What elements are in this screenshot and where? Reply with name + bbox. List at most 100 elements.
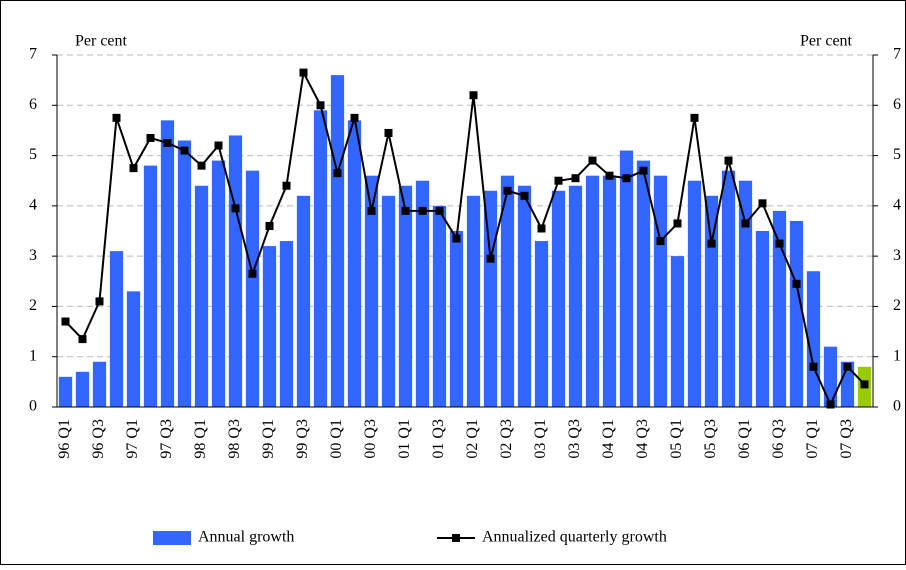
x-tick-label: 01 Q1 <box>396 419 413 459</box>
line-marker <box>588 156 597 165</box>
line-marker <box>775 239 784 248</box>
bar <box>500 175 515 407</box>
bar <box>551 190 566 407</box>
line-marker <box>486 254 495 263</box>
line-marker <box>197 161 206 170</box>
y2-tick-label: 1 <box>893 347 901 364</box>
bar <box>823 346 838 407</box>
x-tick-label: 05 Q3 <box>702 419 719 459</box>
line-marker <box>146 133 155 142</box>
y-tick-label: 0 <box>29 398 37 415</box>
bar <box>211 160 226 407</box>
line-marker <box>384 128 393 137</box>
x-tick-label: 04 Q1 <box>600 419 617 459</box>
x-tick-label: 96 Q1 <box>56 419 73 459</box>
legend-label: Annual growth <box>198 529 294 546</box>
line-marker <box>248 269 257 278</box>
line-marker <box>554 176 563 185</box>
line-marker <box>622 174 631 183</box>
bar <box>738 180 753 407</box>
bar <box>466 195 481 407</box>
bar <box>364 175 379 407</box>
legend-label: Annualized quarterly growth <box>482 529 667 546</box>
x-tick-label: 06 Q3 <box>770 419 787 459</box>
legend-item: Annualized quarterly growth <box>437 529 667 546</box>
y-tick-label: 2 <box>29 297 37 314</box>
bar <box>75 371 90 407</box>
line-marker <box>333 169 342 178</box>
bar <box>670 256 685 407</box>
y-tick-label: 4 <box>29 197 37 214</box>
x-tick-label: 02 Q3 <box>498 419 515 459</box>
x-tick-label: 01 Q3 <box>430 419 447 459</box>
line-marker <box>367 206 376 215</box>
bar <box>568 185 583 407</box>
legend-swatch <box>153 531 191 545</box>
line-marker <box>350 113 359 122</box>
x-tick-label: 05 Q1 <box>668 419 685 459</box>
line-marker <box>537 224 546 233</box>
bar <box>432 205 447 407</box>
x-tick-label: 98 Q1 <box>192 419 209 459</box>
line-marker <box>214 141 223 150</box>
y2-tick-label: 3 <box>893 247 901 264</box>
x-tick-label: 99 Q1 <box>260 419 277 459</box>
line-marker <box>435 206 444 215</box>
y2-tick-label: 6 <box>893 96 901 113</box>
x-tick-label: 04 Q3 <box>634 419 651 459</box>
line-marker <box>95 297 104 306</box>
line-marker <box>78 335 87 344</box>
line-marker <box>656 237 665 246</box>
line-marker <box>452 234 461 243</box>
bar <box>704 195 719 407</box>
line-marker <box>129 164 138 173</box>
bar <box>653 175 668 407</box>
line-marker <box>299 68 308 77</box>
line-marker <box>673 219 682 228</box>
x-tick-label: 00 Q1 <box>328 419 345 459</box>
y-tick-label: 1 <box>29 347 37 364</box>
bar <box>449 231 464 407</box>
x-tick-label: 96 Q3 <box>90 419 107 459</box>
y2-axis-label: Per cent <box>800 33 853 50</box>
bar <box>602 175 617 407</box>
x-tick-label: 97 Q3 <box>158 419 175 459</box>
line-marker <box>724 156 733 165</box>
bar <box>177 140 192 407</box>
bar <box>636 160 651 407</box>
bar <box>687 180 702 407</box>
line-marker <box>231 204 240 213</box>
bar <box>160 120 175 407</box>
bar <box>789 220 804 407</box>
x-tick-label: 99 Q3 <box>294 419 311 459</box>
bar <box>585 175 600 407</box>
line-marker <box>605 171 614 180</box>
legend-item: Annual growth <box>153 529 294 546</box>
bar <box>619 150 634 408</box>
line-marker <box>809 362 818 371</box>
y2-tick-label: 4 <box>893 197 901 214</box>
line-marker <box>469 91 478 100</box>
line-marker <box>282 181 291 190</box>
bar <box>534 241 549 407</box>
line-marker <box>843 362 852 371</box>
y2-tick-label: 7 <box>893 46 901 63</box>
y2-tick-label: 2 <box>893 297 901 314</box>
line-marker <box>503 186 512 195</box>
line-marker <box>758 199 767 208</box>
bar <box>58 376 73 407</box>
line-marker <box>401 206 410 215</box>
line-marker <box>826 400 835 409</box>
bar <box>330 75 345 407</box>
x-tick-label: 07 Q3 <box>838 419 855 459</box>
line-marker <box>163 139 172 147</box>
line-marker <box>792 279 801 288</box>
line-marker <box>707 239 716 248</box>
bar <box>381 195 396 407</box>
bar <box>228 135 243 407</box>
y2-tick-label: 5 <box>893 146 901 163</box>
bar <box>262 246 277 407</box>
bar <box>109 251 124 407</box>
line-marker <box>316 101 325 110</box>
